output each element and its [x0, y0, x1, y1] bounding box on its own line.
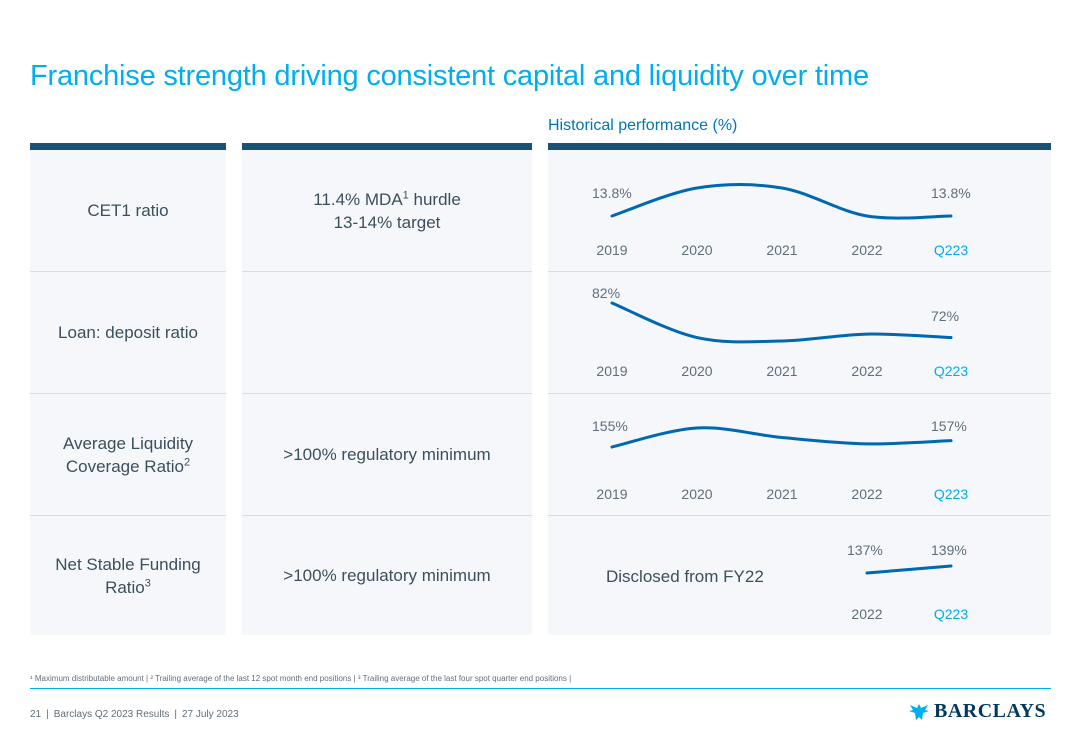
end-value-label: 72% [931, 308, 960, 324]
target-cet1-range: 13-14% target [333, 212, 441, 232]
category-label: 2019 [596, 242, 628, 258]
metric-nsfr: Net Stable Funding Ratio3 [30, 516, 226, 635]
row-divider [30, 271, 226, 272]
column-header-bar [30, 143, 226, 150]
deck-title: Barclays Q2 2023 Results [53, 709, 170, 720]
category-label: 2020 [681, 486, 713, 502]
category-label: 2021 [766, 486, 798, 502]
target-column: 11.4% MDA1 hurdle 13-14% target >100% re… [242, 143, 532, 635]
end-value-label: 139% [931, 542, 967, 558]
start-value-label: 155% [592, 418, 628, 434]
eagle-icon [909, 703, 929, 720]
category-label: 2022 [851, 486, 883, 502]
footnote-ref-3: 3 [144, 576, 151, 589]
row-divider [242, 515, 532, 516]
metric-cet1: CET1 ratio [30, 150, 226, 271]
column-header-bar [242, 143, 532, 150]
target-cet1-mda: 11.4% MDA [313, 189, 403, 209]
category-label: Q223 [933, 486, 969, 502]
metric-cet1-label: CET1 ratio [87, 201, 169, 220]
end-value-label: 13.8% [931, 185, 971, 201]
sparkline-canvas [610, 183, 953, 575]
category-label: Q223 [933, 242, 969, 258]
category-label: 2021 [766, 242, 798, 258]
target-lcr: >100% regulatory minimum [242, 394, 532, 515]
historical-performance-column: Disclosed from FY22 13.8% 13.8% 2019 2020 20… [548, 143, 1051, 635]
row-divider [30, 515, 226, 516]
category-label: Q223 [933, 606, 969, 622]
target-nsfr-label: >100% regulatory minimum [283, 566, 491, 585]
category-label: 2022 [851, 363, 883, 379]
metric-lcr-line1: Average Liquidity [62, 433, 194, 453]
row-divider [548, 271, 1051, 272]
page-title: Franchise strength driving consistent ca… [30, 60, 869, 92]
row-divider [548, 393, 1051, 394]
category-label: 2020 [681, 363, 713, 379]
end-value-label: 157% [931, 418, 967, 434]
metric-nsfr-line1: Net Stable Funding [55, 554, 201, 574]
category-label: 2022 [851, 606, 883, 622]
footer-info: 21 | Barclays Q2 2023 Results | 27 July 2023 [30, 709, 239, 720]
start-value-label: 137% [847, 542, 883, 558]
start-value-label: 82% [592, 285, 621, 301]
sparkline-series [865, 564, 953, 575]
metric-lcr: Average Liquidity Coverage Ratio2 [30, 394, 226, 515]
row-divider [548, 515, 1051, 516]
sparkline-series [610, 183, 953, 220]
footnote-ref-1: 1 [402, 188, 409, 201]
sparkline-series [610, 426, 953, 449]
category-label: 2021 [766, 363, 798, 379]
category-label: 2020 [681, 242, 713, 258]
sparkline-series [610, 301, 953, 344]
row-divider [242, 393, 532, 394]
footer-rule [30, 688, 1051, 689]
barclays-logo: BARCLAYS [908, 700, 1046, 723]
category-label: Q223 [933, 363, 969, 379]
category-label: 2022 [851, 242, 883, 258]
metric-loan-deposit-label: Loan: deposit ratio [58, 323, 198, 342]
historical-performance-title: Historical performance (%) [548, 117, 738, 134]
category-label: 2019 [596, 486, 628, 502]
row-divider [30, 393, 226, 394]
footnotes: ¹ Maximum distributable amount | ² Trail… [30, 674, 572, 683]
target-lcr-label: >100% regulatory minimum [283, 445, 491, 464]
metric-nsfr-line2: Ratio [105, 577, 145, 597]
page-number: 21 [30, 709, 42, 720]
target-nsfr: >100% regulatory minimum [242, 516, 532, 635]
deck-date: 27 July 2023 [181, 709, 239, 720]
brand-name: BARCLAYS [934, 700, 1047, 722]
category-label: 2019 [596, 363, 628, 379]
footnote-ref-2: 2 [183, 455, 191, 468]
target-cet1-hurdle: hurdle [408, 189, 461, 209]
target-cet1: 11.4% MDA1 hurdle 13-14% target [242, 150, 532, 271]
metric-loan-deposit: Loan: deposit ratio [30, 272, 226, 393]
row-divider [242, 271, 532, 272]
start-value-label: 13.8% [592, 185, 632, 201]
disclosed-from-note: Disclosed from FY22 [606, 567, 764, 586]
metric-column: CET1 ratio Loan: deposit ratio Average L… [30, 143, 226, 635]
column-header-bar [548, 143, 1051, 150]
metric-lcr-line2: Coverage Ratio [65, 456, 184, 476]
